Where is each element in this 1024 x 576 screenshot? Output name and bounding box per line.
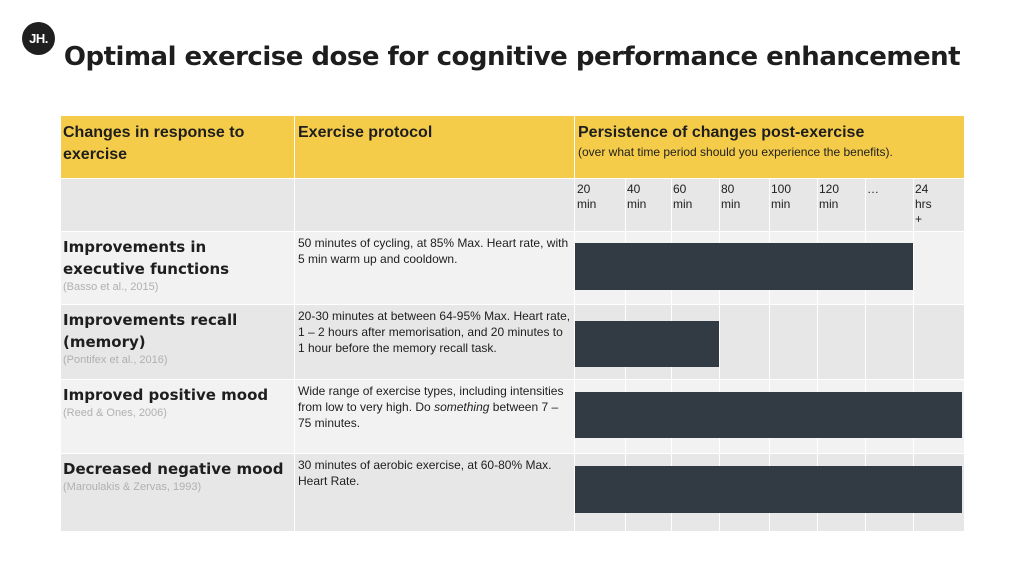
tick-label: 20 min (577, 182, 597, 211)
row-citation: (Pontifex et al., 2016) (63, 354, 168, 366)
header-changes: Changes in response to exercise (61, 116, 294, 178)
gridline (719, 179, 720, 531)
row-citation: (Reed & Ones, 2006) (63, 407, 167, 419)
row-citation: (Maroulakis & Zervas, 1993) (63, 481, 202, 493)
bar-2 (575, 321, 719, 367)
persistence-chart: 20 min 40 min 60 min 80 min 100 min 120 min … 2… (61, 116, 964, 531)
header-protocol-label: Exercise protocol (298, 124, 433, 141)
logo: JH. (22, 22, 55, 55)
protocol-emphasis: something (434, 400, 490, 414)
gridline (865, 179, 866, 531)
row-protocol: 50 minutes of cycling, at 85% Max. Heart… (295, 232, 574, 304)
row-negative-mood: Decreased negative mood (Maroulakis & Ze… (61, 454, 294, 531)
row-protocol: 30 minutes of aerobic exercise, at 60-80… (295, 454, 574, 531)
tick-label: 24 hrs + (915, 182, 932, 226)
header-persistence-sub: (over what time period should you experi… (578, 145, 893, 159)
gridline (817, 179, 818, 531)
header-persistence: Persistence of changes post-exercise (ov… (575, 116, 964, 178)
bar-3 (575, 392, 962, 438)
bar-1 (575, 243, 913, 290)
page-title: Optimal exercise dose for cognitive perf… (63, 42, 961, 72)
tick-label: 100 min (771, 182, 792, 211)
row-label: Decreased negative mood (63, 460, 284, 478)
row-executive-functions: Improvements in executive functions (Bas… (61, 232, 294, 304)
header-protocol: Exercise protocol (295, 116, 574, 178)
row-label: Improved positive mood (63, 386, 269, 404)
tick-label: … (867, 182, 879, 196)
row-label: Improvements in executive functions (63, 238, 230, 278)
tick-label: 40 min (627, 182, 647, 211)
row-citation: (Basso et al., 2015) (63, 281, 159, 293)
protocol-text: Wide range of exercise types, including … (298, 384, 564, 414)
tick-label: 80 min (721, 182, 741, 211)
tick-row-blank-1 (61, 179, 294, 231)
gridline (913, 179, 914, 531)
row-protocol: Wide range of exercise types, including … (295, 380, 574, 453)
header-changes-label: Changes in response to exercise (63, 124, 245, 163)
tick-label: 120 min (819, 182, 840, 211)
gridline (769, 179, 770, 531)
row-protocol: 20-30 minutes at between 64-95% Max. Hea… (295, 305, 574, 379)
bar-4 (575, 466, 962, 513)
header-persistence-label: Persistence of changes post-exercise (578, 124, 865, 141)
tick-label: 60 min (673, 182, 693, 211)
tick-row-blank-2 (295, 179, 574, 231)
row-recall-memory: Improvements recall (memory) (Pontifex e… (61, 305, 294, 379)
row-label: Improvements recall (memory) (63, 311, 238, 351)
row-positive-mood: Improved positive mood (Reed & Ones, 200… (61, 380, 294, 453)
dose-table: Changes in response to exercise Exercise… (61, 116, 964, 531)
protocol-text-end: between 7 – 75 minutes. (298, 400, 559, 430)
